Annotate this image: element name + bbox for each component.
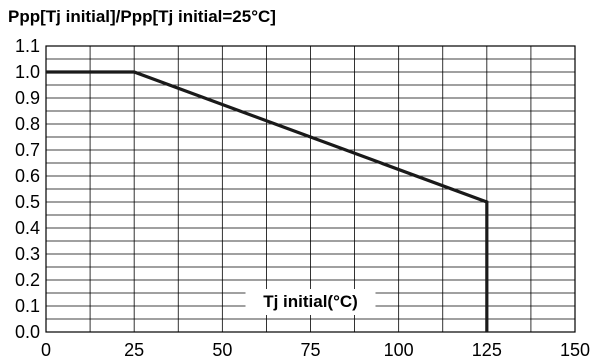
chart-title: Ppp[Tj initial]/Ppp[Tj initial=25°C]	[8, 7, 276, 26]
series	[46, 70, 489, 332]
y-tick-label: 0.8	[15, 114, 40, 134]
x-tick-label: 75	[300, 340, 320, 360]
x-axis-label-background	[245, 289, 376, 315]
x-tick-label: 50	[212, 340, 232, 360]
x-axis-ticks: 0 25 50 75 100 125 150	[41, 340, 590, 360]
y-tick-label: 1.1	[15, 36, 40, 56]
plot-frame	[45, 45, 576, 333]
x-tick-label: 25	[124, 340, 144, 360]
y-axis-ticks: 0.0 0.1 0.2 0.3 0.4 0.5 0.6 0.7 0.8 0.9 1.0 1.1	[15, 36, 40, 342]
y-tick-label: 0.5	[15, 192, 40, 212]
x-tick-label: 100	[384, 340, 414, 360]
y-tick-label: 0.7	[15, 140, 40, 160]
y-tick-label: 0.4	[15, 218, 40, 238]
y-tick-label: 0.9	[15, 88, 40, 108]
series-line	[46, 70, 489, 332]
y-tick-label: 0.6	[15, 166, 40, 186]
y-tick-label: 0.3	[15, 244, 40, 264]
x-tick-label: 150	[560, 340, 590, 360]
y-tick-label: 1.0	[15, 62, 40, 82]
x-tick-label: 0	[41, 340, 51, 360]
y-tick-label: 0.1	[15, 296, 40, 316]
x-axis-label-box: Tj initial(°C)	[245, 289, 376, 315]
y-tick-label: 0.2	[15, 270, 40, 290]
x-axis-label: Tj initial(°C)	[263, 292, 358, 311]
x-tick-label: 125	[472, 340, 502, 360]
y-tick-label: 0.0	[15, 322, 40, 342]
